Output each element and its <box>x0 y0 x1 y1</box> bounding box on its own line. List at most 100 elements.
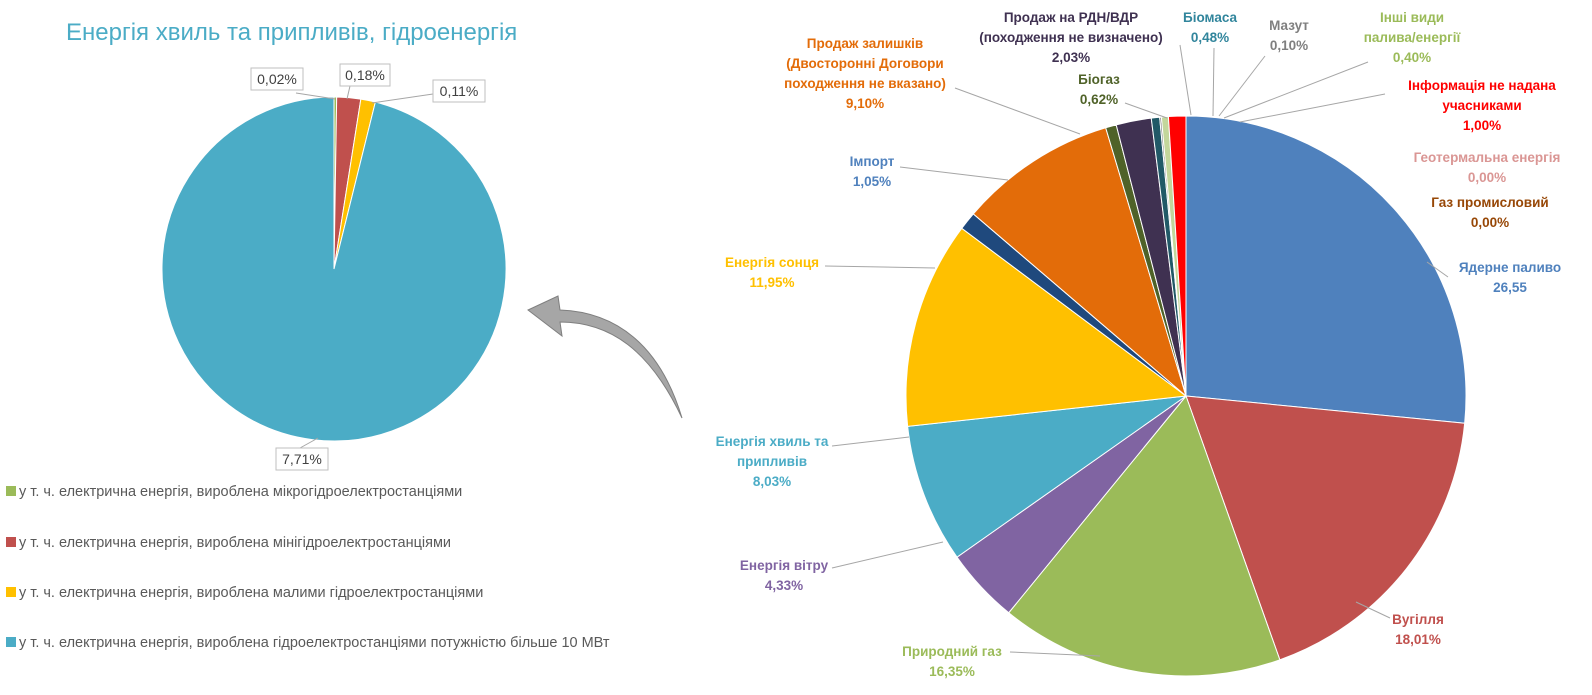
callout-line-mini <box>346 85 351 100</box>
label-solar: Енергія сонця 11,95% <box>725 255 819 290</box>
label-wind-name: Енергія вітру <box>740 558 829 573</box>
legend-swatch-small <box>6 587 16 597</box>
callout-line-large <box>299 437 319 449</box>
label-market-line2: (походження не визначено) <box>979 30 1163 45</box>
legend-swatch-large <box>6 637 16 647</box>
callout-box-small <box>432 79 486 103</box>
label-geo-value: 0,00% <box>1468 170 1506 185</box>
leader-wind <box>831 541 944 569</box>
left-callouts: 0,02% 0,18% 0,11% 7,71% <box>250 63 486 471</box>
callout-line-small <box>371 93 434 104</box>
label-wind: Енергія вітру 4,33% <box>740 558 829 593</box>
right-pie <box>905 115 1467 677</box>
label-wind-value: 4,33% <box>765 578 803 593</box>
label-biomass-value: 0,48% <box>1191 30 1229 45</box>
leader-other <box>1223 61 1369 119</box>
leader-fuel-oil <box>1218 55 1266 117</box>
label-indgas-name: Газ промисловий <box>1431 195 1548 210</box>
label-market-value: 2,03% <box>1052 50 1090 65</box>
label-indgas: Газ промисловий 0,00% <box>1431 195 1548 230</box>
label-wave-line2: припливів <box>737 454 807 469</box>
label-coal-name: Вугілля <box>1392 612 1444 627</box>
label-fuel-oil: Мазут 0,10% <box>1269 18 1309 53</box>
label-wave: Енергія хвиль та припливів 8,03% <box>716 434 829 489</box>
label-gas: Природний газ 16,35% <box>902 644 1002 679</box>
label-noinfo-line1: Інформація не надана <box>1408 78 1556 93</box>
label-biogas: Біогаз 0,62% <box>1078 72 1120 107</box>
callout-line-micro <box>295 92 336 100</box>
drilldown-arrow-icon <box>527 295 683 419</box>
label-gas-name: Природний газ <box>902 644 1002 659</box>
label-wave-line1: Енергія хвиль та <box>716 434 829 449</box>
label-solar-name: Енергія сонця <box>725 255 819 270</box>
leader-residual <box>954 87 1081 135</box>
leader-nuclear <box>1426 261 1449 278</box>
label-other-line1: Інші види <box>1380 10 1444 25</box>
leader-biomass <box>1212 47 1215 117</box>
left-pie-slice-3 <box>161 96 507 442</box>
legend-item-micro: у т. ч. електрична енергія, вироблена мі… <box>19 484 462 500</box>
label-solar-value: 11,95% <box>749 275 794 290</box>
label-gas-value: 16,35% <box>929 664 975 679</box>
label-coal-value: 18,01% <box>1395 632 1441 647</box>
leader-gas <box>1009 651 1101 657</box>
callout-box-micro <box>250 67 304 91</box>
right-pie-slice-13 <box>1167 115 1187 397</box>
label-nuclear-name: Ядерне паливо <box>1459 260 1561 275</box>
legend-swatch-micro <box>6 486 16 496</box>
right-pie-slice-2 <box>1008 394 1281 677</box>
label-indgas-value: 0,00% <box>1471 215 1509 230</box>
label-biogas-name: Біогаз <box>1078 72 1120 87</box>
label-other-value: 0,40% <box>1393 50 1431 65</box>
left-pie <box>161 96 507 442</box>
label-fuel-oil-name: Мазут <box>1269 18 1309 33</box>
leader-wave <box>831 436 910 447</box>
label-residual-line1: Продаж залишків <box>807 36 923 51</box>
right-pie-slice-1 <box>1185 395 1466 661</box>
label-fuel-oil-value: 0,10% <box>1270 38 1308 53</box>
callout-micro: 0,02% <box>257 71 297 87</box>
label-noinfo: Інформація не надана учасниками 1,00% <box>1408 78 1556 133</box>
right-leader-lines <box>824 44 1449 657</box>
right-pie-slice-4 <box>907 395 1187 558</box>
callout-large: 7,71% <box>282 451 322 467</box>
left-chart-title: Енергія хвиль та припливів, гідроенергія <box>66 19 517 46</box>
right-labels: Ядерне паливо 26,55 Вугілля 18,01% Приро… <box>716 10 1562 679</box>
label-residual-line2: (Двосторонні Договори <box>786 56 943 71</box>
label-biomass: Біомаса 0,48% <box>1183 10 1238 45</box>
callout-mini: 0,18% <box>345 67 385 83</box>
leader-noinfo <box>1239 93 1386 123</box>
legend-item-large: у т. ч. електрична енергія, вироблена гі… <box>19 635 610 651</box>
right-pie-slice-0 <box>1185 115 1467 424</box>
label-nuclear-value: 26,55 <box>1493 280 1527 295</box>
right-pie-slice-7 <box>972 127 1187 398</box>
label-import-name: Імпорт <box>850 154 895 169</box>
left-legend: у т. ч. електрична енергія, вироблена мі… <box>6 484 610 651</box>
label-market-line1: Продаж на РДН/ВДР <box>1004 10 1138 25</box>
label-noinfo-value: 1,00% <box>1463 118 1501 133</box>
label-biomass-name: Біомаса <box>1183 10 1238 25</box>
legend-swatch-mini <box>6 537 16 547</box>
label-noinfo-line2: учасниками <box>1442 98 1521 113</box>
leader-coal <box>1355 601 1391 619</box>
label-market: Продаж на РДН/ВДР (походження не визначе… <box>979 10 1163 65</box>
label-import: Імпорт 1,05% <box>850 154 895 189</box>
label-import-value: 1,05% <box>853 174 891 189</box>
leader-solar <box>824 265 936 269</box>
callout-small: 0,11% <box>440 83 479 99</box>
label-other-line2: палива/енергії <box>1364 30 1462 45</box>
label-biogas-value: 0,62% <box>1080 92 1118 107</box>
label-residual: Продаж залишків (Двосторонні Договори по… <box>784 36 946 111</box>
leader-biogas <box>1124 102 1168 119</box>
leader-market <box>1179 44 1192 116</box>
label-coal: Вугілля 18,01% <box>1392 612 1444 647</box>
label-other: Інші види палива/енергії 0,40% <box>1364 10 1462 65</box>
label-residual-line3: походження не вказано) <box>784 76 946 91</box>
legend-item-small: у т. ч. електрична енергія, вироблена ма… <box>19 585 483 601</box>
label-residual-value: 9,10% <box>846 96 884 111</box>
label-geo-name: Геотермальна енергія <box>1414 150 1561 165</box>
legend-item-mini: у т. ч. електрична енергія, вироблена мі… <box>19 535 451 551</box>
leader-import <box>899 166 1009 181</box>
label-geo: Геотермальна енергія 0,00% <box>1414 150 1561 185</box>
